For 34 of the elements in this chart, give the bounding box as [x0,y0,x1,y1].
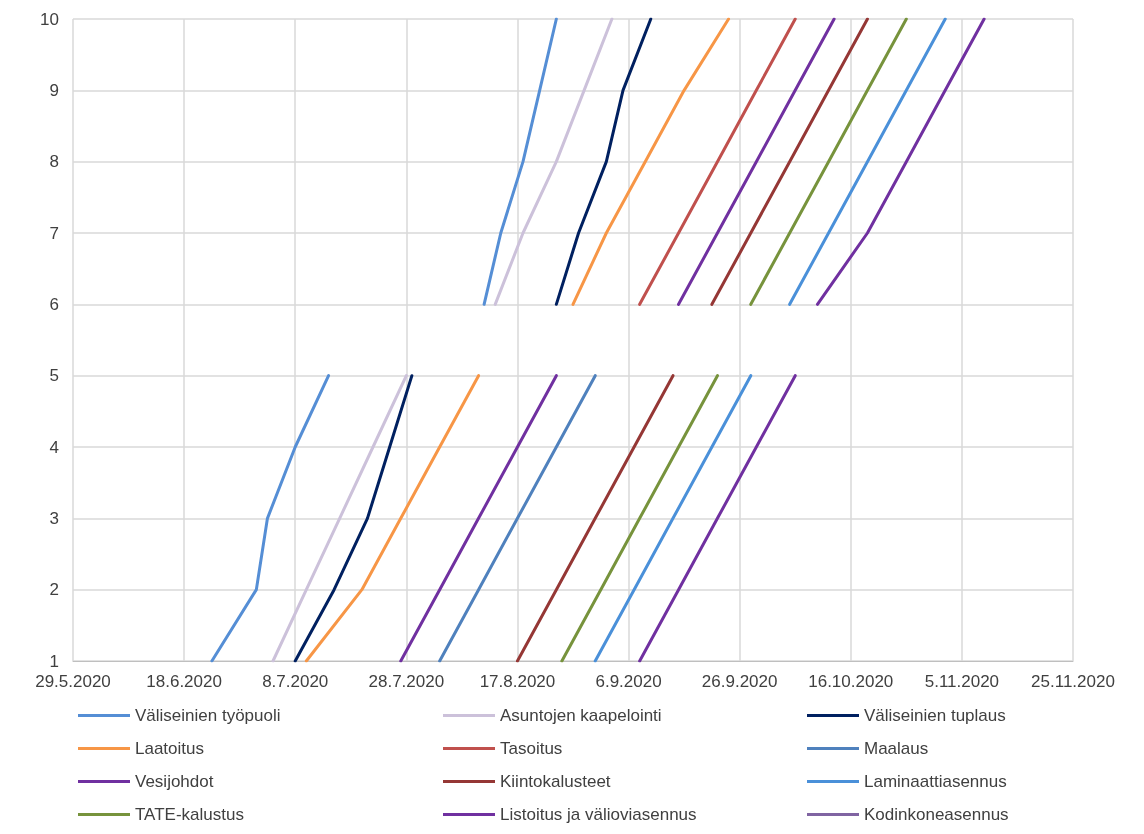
line-series [638,17,797,306]
y-tick-label: 9 [49,80,59,100]
x-tick-label: 18.6.2020 [146,672,222,691]
x-tick-label: 17.8.2020 [479,672,556,691]
y-tick-label: 8 [49,152,59,172]
legend-label: Kiintokalusteet [500,772,611,791]
x-tick-label: 26.9.2020 [701,672,778,691]
y-tick-label: 3 [49,508,59,528]
y-tick-label: 1 [49,651,59,671]
legend-label: Asuntojen kaapelointi [500,706,662,725]
y-tick-label: 6 [49,294,59,314]
y-tick-label: 2 [49,580,59,600]
y-tick-label: 5 [49,366,59,386]
x-tick-label: 8.7.2020 [262,672,329,691]
x-tick-label: 29.5.2020 [35,672,111,691]
x-tick-label: 25.11.2020 [1031,672,1115,691]
legend-label: TATE-kalustus [135,805,244,824]
line-series [438,374,597,663]
x-tick-label: 6.9.2020 [595,672,662,691]
y-tick-label: 10 [40,9,59,29]
legend-label: Laatoitus [135,739,204,758]
y-tick-label: 7 [49,223,59,243]
legend-label: Tasoitus [500,739,563,758]
legend-label: Laminaattiasennus [864,772,1007,791]
legend-label: Väliseinien työpuoli [135,706,281,725]
x-tick-label: 16.10.2020 [808,672,894,691]
y-tick-label: 4 [49,437,59,457]
x-tick-label: 28.7.2020 [368,672,445,691]
x-tick-label: 5.11.2020 [924,672,1000,691]
legend-label: Kodinkoneasennus [864,805,1009,824]
legend-label: Maalaus [864,739,929,758]
legend-label: Väliseinien tuplaus [864,706,1006,725]
legend-label: Listoitus ja välioviasennus [500,805,697,824]
legend-label: Vesijohdot [135,772,214,791]
